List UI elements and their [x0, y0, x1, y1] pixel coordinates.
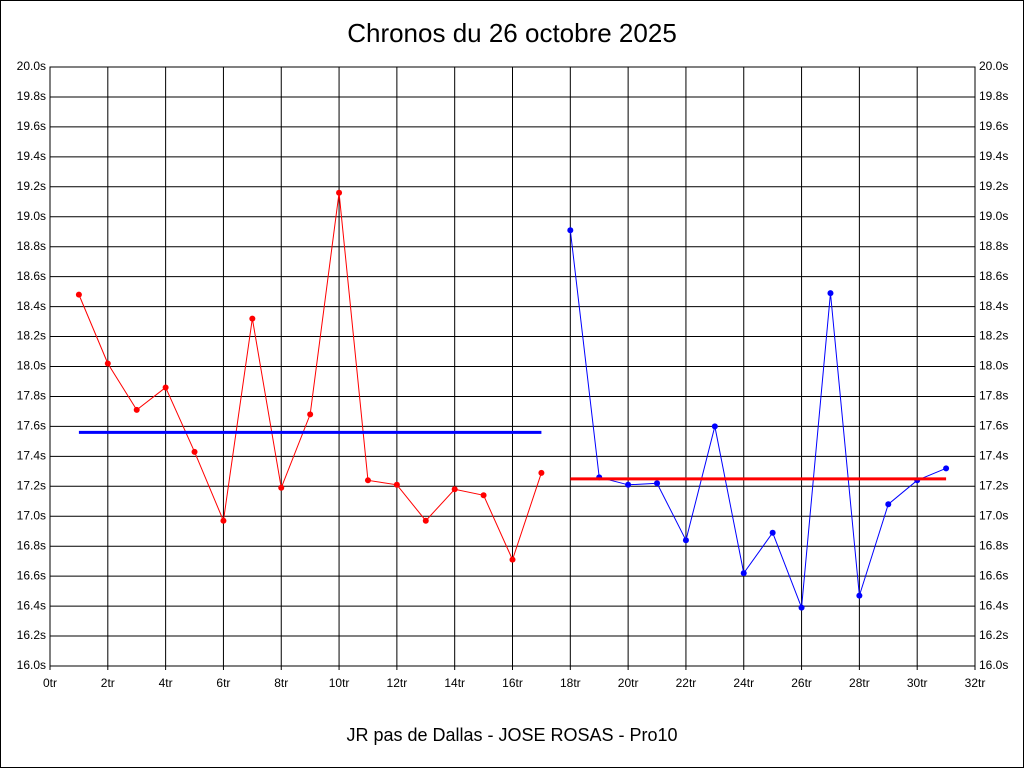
x-tick-label: 6tr: [216, 676, 230, 690]
point: [393, 481, 400, 488]
x-tick-label: 2tr: [101, 676, 115, 690]
plot-border: [49, 66, 976, 667]
point: [104, 360, 111, 367]
y-tick-label: 16.8s: [17, 538, 46, 552]
point: [856, 592, 863, 599]
y2-tick-label: 19.2s: [979, 179, 1008, 193]
y2-tick-label: 19.8s: [979, 89, 1008, 103]
point: [682, 537, 689, 544]
point: [943, 465, 950, 472]
point: [509, 556, 516, 563]
y-tick-label: 16.6s: [17, 568, 46, 582]
x-tick-label: 14tr: [444, 676, 465, 690]
x-tick-label: 32tr: [965, 676, 986, 690]
y2-tick-label: 18.6s: [979, 269, 1008, 283]
y2-tick-label: 16.8s: [979, 538, 1008, 552]
x-tick-label: 22tr: [676, 676, 697, 690]
x-tick-label: 10tr: [329, 676, 350, 690]
y2-tick-label: 18.2s: [979, 329, 1008, 343]
y2-tick-label: 16.2s: [979, 628, 1008, 642]
point: [654, 480, 661, 487]
point: [162, 384, 169, 391]
x-tick-label: 4tr: [159, 676, 173, 690]
y-tick-label: 19.2s: [17, 179, 46, 193]
point: [827, 290, 834, 297]
x-tick-label: 12tr: [387, 676, 408, 690]
x-tick-label: 0tr: [43, 676, 57, 690]
point: [625, 481, 632, 488]
y-tick-label: 19.8s: [17, 89, 46, 103]
y2-tick-label: 16.6s: [979, 568, 1008, 582]
y2-tick-label: 17.4s: [979, 449, 1008, 463]
point: [220, 517, 227, 524]
y-tick-label: 18.6s: [17, 269, 46, 283]
y2-tick-label: 19.0s: [979, 209, 1008, 223]
x-tick-label: 20tr: [618, 676, 639, 690]
x-tick-label: 16tr: [502, 676, 523, 690]
y-tick-label: 17.6s: [17, 419, 46, 433]
y-tick-label: 17.4s: [17, 449, 46, 463]
x-tick-label: 8tr: [274, 676, 288, 690]
point: [740, 570, 747, 577]
x-tick-label: 30tr: [907, 676, 928, 690]
x-axis-label: JR pas de Dallas - JOSE ROSAS - Pro10: [346, 725, 677, 745]
y-tick-label: 17.2s: [17, 478, 46, 492]
point: [567, 227, 574, 234]
point: [278, 484, 285, 491]
point: [191, 448, 198, 455]
x-tick-label: 18tr: [560, 676, 581, 690]
x-tick-label: 24tr: [733, 676, 754, 690]
y-tick-label: 18.8s: [17, 239, 46, 253]
point: [249, 315, 256, 322]
y2-tick-label: 17.8s: [979, 389, 1008, 403]
y-tick-label: 16.2s: [17, 628, 46, 642]
point: [75, 291, 82, 298]
y2-tick-label: 16.0s: [979, 658, 1008, 672]
y2-tick-label: 18.4s: [979, 299, 1008, 313]
y2-tick-label: 20.0s: [979, 59, 1008, 73]
y-tick-label: 17.0s: [17, 508, 46, 522]
y2-tick-label: 16.4s: [979, 598, 1008, 612]
point: [307, 411, 314, 418]
y-tick-label: 16.4s: [17, 598, 46, 612]
y-tick-label: 17.8s: [17, 389, 46, 403]
point: [422, 517, 429, 524]
x-tick-label: 28tr: [849, 676, 870, 690]
point: [451, 486, 458, 493]
y-tick-label: 18.0s: [17, 359, 46, 373]
y-tick-label: 18.2s: [17, 329, 46, 343]
y-tick-label: 18.4s: [17, 299, 46, 313]
point: [798, 604, 805, 611]
y2-tick-label: 18.8s: [979, 239, 1008, 253]
point: [133, 406, 140, 413]
y-tick-label: 16.0s: [17, 658, 46, 672]
point: [336, 189, 343, 196]
y2-tick-label: 17.2s: [979, 478, 1008, 492]
y2-tick-label: 18.0s: [979, 359, 1008, 373]
point: [711, 423, 718, 430]
y-tick-label: 19.4s: [17, 149, 46, 163]
y-tick-label: 19.6s: [17, 119, 46, 133]
point: [769, 529, 776, 536]
y2-tick-label: 19.6s: [979, 119, 1008, 133]
point: [364, 477, 371, 484]
x-tick-label: 26tr: [791, 676, 812, 690]
y-tick-label: 19.0s: [17, 209, 46, 223]
chart-title: Chronos du 26 octobre 2025: [347, 18, 677, 48]
y2-tick-label: 17.6s: [979, 419, 1008, 433]
series-line: [569, 230, 947, 608]
point: [885, 501, 892, 508]
point: [480, 492, 487, 499]
y2-tick-label: 19.4s: [979, 149, 1008, 163]
point: [538, 469, 545, 476]
y-tick-label: 20.0s: [17, 59, 46, 73]
y2-tick-label: 17.0s: [979, 508, 1008, 522]
